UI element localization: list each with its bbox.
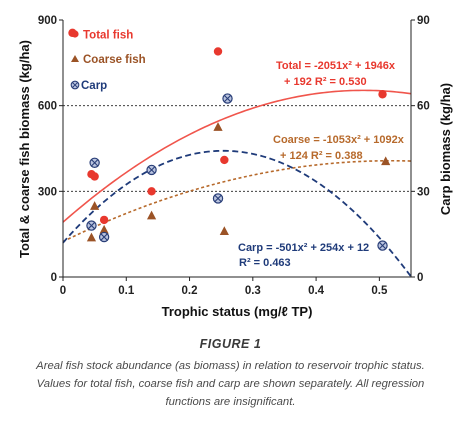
equation-carp-line2: R² = 0.463 [239,257,291,269]
legend-marker-carp [70,80,80,90]
x-tick-label: 0.5 [371,285,388,297]
axes-layer [62,20,412,278]
y-axis-left-title: Total & coarse fish biomass (kg/ha) [17,40,32,258]
carp-marker-cross [378,241,387,250]
y-left-tick-label: 0 [51,272,57,284]
tick-layer: 0 0.1 0.2 0.3 0.4 0.5 0 300 600 900 0 30 60 90 [38,15,430,297]
data-point-carp [86,220,97,231]
data-point-coarse [86,232,97,242]
regression-curve-total [62,89,412,223]
legend-marker-coarse [71,55,79,62]
x-tick-label: 0.2 [182,285,198,297]
y-right-tick-label: 90 [417,15,430,27]
data-point-carp [89,157,100,168]
data-point-total [99,215,109,225]
legend: Total fish Coarse fish Carp [70,30,146,92]
equation-coarse-line1: Coarse = -1053x² + 1092x [273,134,405,146]
x-tick-label: 0.1 [118,285,135,297]
carp-marker-cross [223,94,232,103]
carp-marker-cross [214,194,222,203]
regression-layer [62,89,412,278]
x-axis-title: Trophic status (mg/ℓ TP) [162,304,313,319]
regression-curve-carp [62,149,412,278]
carp-marker-cross [100,233,108,241]
legend-label-coarse: Coarse fish [83,54,146,66]
data-point-carp [377,240,388,251]
data-point-total [220,155,229,165]
carp-marker-cross [147,166,156,174]
equation-total-line2: + 192 R² = 0.530 [284,76,367,88]
y-right-tick-label: 0 [417,272,423,284]
carp-marker-cross [91,159,99,167]
equation-carp-line1: Carp = -501x² + 254x + 12 [238,242,369,254]
data-point-coarse [381,156,391,166]
data-point-total [147,187,156,196]
x-tick-label: 0 [60,285,66,297]
data-point-total [90,172,99,181]
figure-title: FIGURE 1 [199,337,262,351]
equation-total-line1: Total = -2051x² + 1946x [276,60,396,72]
x-tick-label: 0.4 [308,285,325,297]
legend-marker-total [71,30,79,38]
data-point-carp [98,231,110,243]
y-right-tick-label: 60 [417,101,430,113]
data-point-coarse [213,122,223,131]
figure-caption: Areal fish stock abundance (as biomass) … [36,360,425,408]
data-point-total [213,47,223,56]
y-left-tick-label: 900 [38,15,57,27]
equation-coarse-line2: + 124 R² = 0.388 [280,150,363,162]
chart: 0 0.1 0.2 0.3 0.4 0.5 0 300 600 900 0 30 60 90 Total … [17,15,453,319]
regression-curve-coarse [62,159,412,243]
legend-label-total: Total fish [83,30,133,42]
data-point-coarse [99,224,109,234]
y-left-tick-label: 300 [38,186,57,198]
equation-labels: Total = -2051x² + 1946x + 192 R² = 0.530… [238,60,405,269]
data-point-total [378,90,387,99]
y-right-tick-label: 30 [417,186,430,198]
legend-label-carp: Carp [81,80,107,92]
data-point-coarse [146,210,157,220]
data-point-coarse [219,226,229,236]
y-axis-right-title: Carp biomass (kg/ha) [438,83,453,215]
data-point-carp [222,93,233,104]
data-point-carp [146,164,157,176]
y-left-tick-label: 600 [38,101,57,113]
data-point-carp [212,193,224,204]
grid-layer [63,105,411,192]
x-tick-label: 0.3 [245,285,261,297]
data-point-coarse [90,201,100,210]
carp-marker-cross [87,222,96,230]
